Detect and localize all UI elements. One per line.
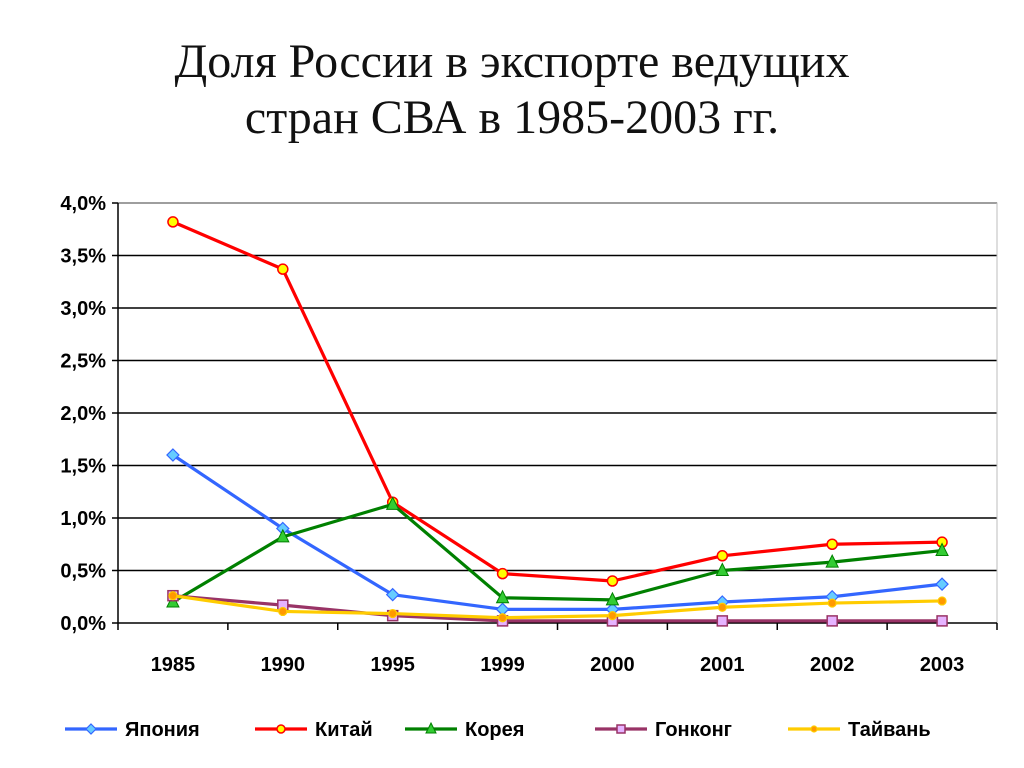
square-marker bbox=[616, 724, 626, 734]
y-tick-label: 2,5% bbox=[60, 351, 106, 373]
circle-marker bbox=[716, 550, 729, 562]
x-tick-label: 1999 bbox=[480, 654, 525, 676]
x-tick-label: 2000 bbox=[590, 654, 635, 676]
triangle-marker bbox=[495, 589, 510, 604]
dot-marker bbox=[278, 606, 288, 617]
y-tick-label: 0,0% bbox=[60, 613, 106, 635]
triangle-marker bbox=[425, 721, 437, 734]
dot-marker bbox=[827, 598, 837, 608]
legend-item-1: Япония bbox=[65, 719, 200, 741]
square-marker bbox=[826, 615, 838, 627]
legend-item-2: Китай bbox=[255, 719, 373, 741]
x-tick-label: 2001 bbox=[700, 654, 745, 676]
legend: Япония Китай Корея Гонконг Тайвань bbox=[65, 719, 931, 741]
triangle-marker bbox=[825, 553, 839, 568]
series-line bbox=[172, 502, 943, 604]
gridlines bbox=[118, 202, 997, 572]
series-3 bbox=[166, 496, 949, 608]
legend-label: Китай bbox=[315, 719, 373, 741]
circle-marker bbox=[606, 575, 619, 587]
circle-marker bbox=[277, 263, 289, 275]
chart-title-line-2: стран СВА в 1985-2003 гг. bbox=[244, 91, 780, 144]
y-tick-label: 1,0% bbox=[60, 508, 106, 530]
chart-title-line-1: Доля России в экспорте ведущих bbox=[174, 35, 850, 88]
diamond-marker bbox=[935, 577, 949, 591]
triangle-marker bbox=[385, 496, 400, 510]
y-axis-tick-labels: 0,0% 0,5% 1,0% 1,5% 2,0% 2,5% 3,0% 3,5% 4,0% bbox=[60, 193, 106, 635]
y-tick-label: 3,5% bbox=[60, 246, 106, 268]
triangle-marker bbox=[605, 591, 620, 606]
triangle-marker bbox=[276, 528, 290, 543]
diamond-marker bbox=[385, 587, 400, 602]
dot-marker bbox=[937, 596, 947, 606]
x-axis-tick-labels: 1985 1990 1995 1999 2000 2001 2002 2003 bbox=[151, 654, 965, 676]
dot-marker bbox=[717, 602, 727, 612]
series-line bbox=[172, 594, 943, 623]
x-tick-label: 1985 bbox=[151, 654, 196, 676]
circle-marker bbox=[496, 567, 509, 580]
x-tick-label: 2002 bbox=[810, 654, 855, 676]
legend-label: Япония bbox=[125, 719, 200, 741]
y-tick-label: 2,0% bbox=[60, 403, 106, 425]
y-tick-label: 1,5% bbox=[60, 456, 106, 478]
y-tick-label: 0,5% bbox=[60, 561, 106, 583]
diamond-marker bbox=[85, 723, 97, 735]
dot-marker bbox=[607, 611, 618, 621]
diamond-marker bbox=[166, 448, 180, 462]
triangle-marker bbox=[935, 542, 949, 557]
series-line bbox=[172, 594, 943, 620]
y-tick-label: 3,0% bbox=[60, 298, 106, 320]
series-1 bbox=[166, 448, 949, 617]
series-line bbox=[172, 453, 943, 611]
x-tick-label: 1990 bbox=[261, 654, 306, 676]
dot-marker bbox=[388, 608, 398, 619]
legend-item-4: Гонконг bbox=[595, 719, 732, 741]
x-tick-label: 1995 bbox=[370, 654, 415, 676]
series-line bbox=[172, 220, 943, 583]
circle-marker bbox=[826, 538, 838, 550]
series-5 bbox=[168, 591, 947, 623]
y-tick-label: 4,0% bbox=[60, 193, 106, 215]
axes bbox=[112, 202, 998, 630]
legend-item-3: Корея bbox=[405, 719, 524, 741]
legend-label: Тайвань bbox=[848, 719, 931, 741]
circle-marker bbox=[167, 216, 179, 228]
series-lines bbox=[166, 216, 949, 627]
triangle-marker bbox=[715, 562, 730, 576]
square-marker bbox=[716, 615, 729, 627]
dot-marker bbox=[497, 613, 508, 623]
legend-label: Корея bbox=[465, 719, 524, 741]
square-marker bbox=[936, 615, 948, 627]
legend-label: Гонконг bbox=[655, 719, 732, 741]
x-tick-label: 2003 bbox=[920, 654, 965, 676]
dot-marker bbox=[810, 725, 818, 733]
chart-title: Доля России в экспорте ведущих стран СВА… bbox=[0, 34, 1024, 146]
circle-marker bbox=[276, 724, 286, 734]
legend-item-5: Тайвань bbox=[788, 719, 931, 741]
dot-marker bbox=[168, 591, 178, 601]
